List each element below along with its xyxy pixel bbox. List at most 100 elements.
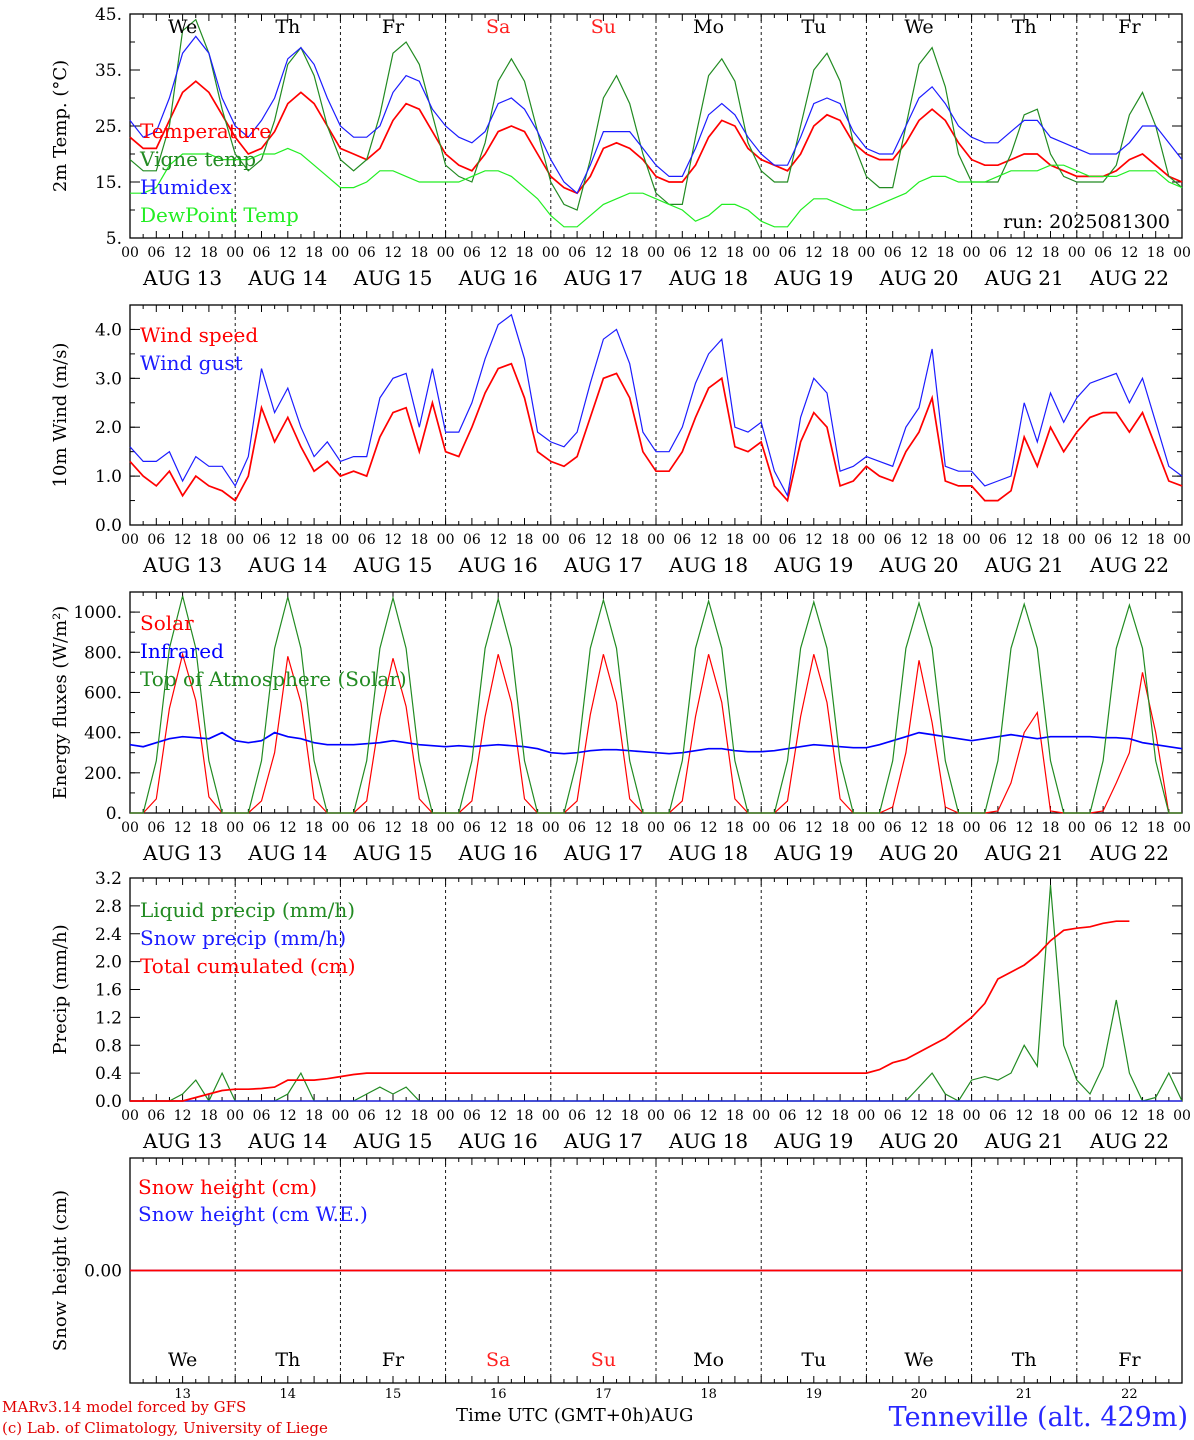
hour-label: 00	[963, 245, 981, 261]
hour-label: 00	[1068, 820, 1086, 836]
legend-entry: Snow height (cm W.E.)	[138, 1202, 368, 1226]
y-tick-label: 15.	[95, 173, 122, 193]
hour-label: 00	[226, 532, 244, 548]
hour-label: 12	[1120, 532, 1138, 548]
day-label: AUG 18	[668, 266, 748, 290]
hour-label: 12	[1015, 532, 1033, 548]
day-label: AUG 13	[142, 266, 222, 290]
series-line-humidex	[129, 35, 1183, 195]
day-label: AUG 16	[458, 841, 538, 865]
panel-5: 0.00 Snow height (cm) Snow height (cm) Snow…	[50, 1157, 1183, 1384]
hour-label: 00	[331, 245, 349, 261]
day-label: AUG 19	[773, 553, 853, 577]
hour-label: 06	[358, 820, 376, 836]
y-tick-label: 45.	[95, 5, 122, 25]
day-label: AUG 21	[984, 841, 1064, 865]
hour-label: 00	[121, 532, 139, 548]
hour-label: 00	[331, 532, 349, 548]
hour-label: 12	[489, 245, 507, 261]
day-label: AUG 13	[142, 1129, 222, 1153]
hour-label: 00	[857, 245, 875, 261]
legend-entry: Solar	[140, 611, 194, 635]
day-number: 16	[490, 1387, 507, 1400]
y-tick-label: 35.	[95, 61, 122, 81]
hour-label: 00	[542, 820, 560, 836]
hour-label: 06	[253, 532, 271, 548]
hour-label: 18	[1042, 820, 1060, 836]
y-tick-label: 2.0	[95, 418, 122, 438]
weekday-label: We	[168, 1349, 197, 1371]
hour-label: 00	[331, 820, 349, 836]
hour-label: 18	[200, 1108, 218, 1124]
day-number: 17	[595, 1387, 612, 1400]
month-label: AUG	[650, 1405, 694, 1426]
hour-label: 06	[463, 245, 481, 261]
y-tick-label: 2.4	[95, 925, 122, 945]
hour-label: 06	[1094, 820, 1112, 836]
day-number: 20	[911, 1387, 928, 1400]
hour-label: 12	[910, 1108, 928, 1124]
hour-label: 18	[1147, 532, 1165, 548]
hour-label: 00	[647, 532, 665, 548]
hour-label: 06	[568, 532, 586, 548]
day-label: AUG 21	[984, 1129, 1064, 1153]
hour-label: 06	[884, 1108, 902, 1124]
day-label: AUG 19	[773, 1129, 853, 1153]
weekday-label: We	[904, 16, 933, 38]
hour-label: 00	[121, 245, 139, 261]
y-tick-label: 200.	[84, 764, 122, 784]
hour-label: 00	[331, 1108, 349, 1124]
legend-entry: DewPoint Temp	[140, 203, 299, 227]
day-number: 21	[1016, 1387, 1033, 1400]
hour-label: 00	[857, 820, 875, 836]
hour-label: 00	[857, 1108, 875, 1124]
y-tick-label: 3.2	[95, 869, 122, 889]
hour-label: 00	[121, 1108, 139, 1124]
hour-label: 12	[805, 532, 823, 548]
station-name: Tenneville (alt. 429m)	[888, 1402, 1188, 1433]
hour-label: 12	[279, 245, 297, 261]
weekday-label: Tu	[801, 1349, 826, 1371]
hour-label: 18	[936, 820, 954, 836]
weekday-label: Fr	[382, 16, 405, 38]
hour-label: 18	[831, 820, 849, 836]
y-tick-label: 1.6	[95, 981, 122, 1001]
hour-label: 12	[384, 820, 402, 836]
hour-label: 12	[1015, 1108, 1033, 1124]
hour-label: 06	[989, 532, 1007, 548]
hour-label: 06	[358, 1108, 376, 1124]
lab-credit: (c) Lab. of Climatology, University of L…	[2, 1419, 328, 1437]
hour-label: 00	[647, 820, 665, 836]
hour-label: 12	[384, 1108, 402, 1124]
hour-label: 12	[1120, 1108, 1138, 1124]
hour-label: 00	[437, 1108, 455, 1124]
hour-label: 06	[1094, 532, 1112, 548]
y-tick-label: 2.8	[95, 897, 122, 917]
hour-label: 06	[884, 532, 902, 548]
legend-entry: Wind speed	[140, 323, 258, 347]
hour-label: 00	[647, 1108, 665, 1124]
hour-label: 06	[568, 1108, 586, 1124]
weekday-label: Fr	[382, 1349, 405, 1371]
hour-label: 18	[516, 1108, 534, 1124]
hour-label: 06	[147, 1108, 165, 1124]
hour-label: 00	[437, 532, 455, 548]
hour-label: 12	[174, 245, 192, 261]
hour-label: 06	[253, 1108, 271, 1124]
day-label: AUG 14	[247, 841, 327, 865]
day-label: AUG 14	[247, 1129, 327, 1153]
hour-label: 00	[1068, 1108, 1086, 1124]
y-tick-label: 3.0	[95, 369, 122, 389]
y-tick-label: 0.8	[95, 1036, 122, 1056]
hour-label: 06	[253, 245, 271, 261]
hour-label: 00	[226, 1108, 244, 1124]
day-number: 22	[1121, 1387, 1138, 1400]
day-label: AUG 15	[352, 841, 432, 865]
hour-label: 00	[226, 820, 244, 836]
hour-label: 06	[673, 820, 691, 836]
hour-label: 18	[305, 532, 323, 548]
hour-label: 06	[147, 532, 165, 548]
hour-label: 18	[621, 532, 639, 548]
weekday-label: Mo	[693, 16, 724, 38]
hour-label: 06	[673, 532, 691, 548]
